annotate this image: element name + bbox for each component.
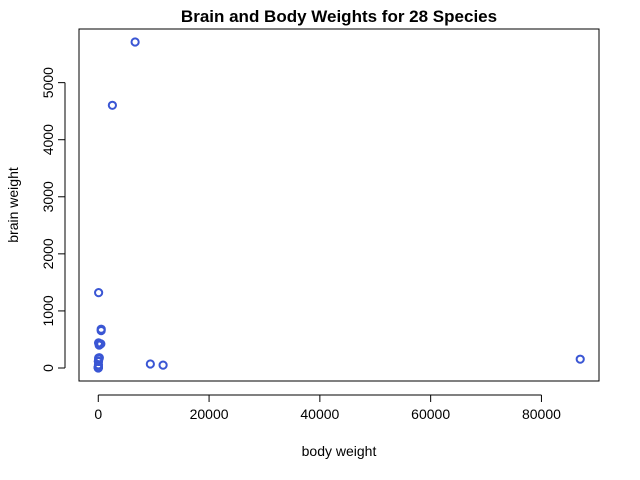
y-tick-label: 3000	[40, 181, 56, 212]
data-point	[93, 362, 103, 372]
x-tick-label: 20000	[190, 406, 229, 422]
plot-frame	[78, 28, 600, 382]
data-point	[94, 288, 104, 298]
data-point	[145, 359, 155, 369]
y-tick-label: 1000	[40, 295, 56, 326]
data-point	[94, 353, 104, 363]
data-point	[130, 37, 140, 47]
x-tick-label: 0	[94, 406, 102, 422]
x-axis: 0 20000 40000 60000 80000	[94, 394, 561, 422]
y-axis-label: brain weight	[5, 167, 21, 243]
y-tick-label: 0	[40, 364, 56, 372]
y-axis: 0 1000 2000 3000 4000 5000	[40, 67, 66, 372]
data-point	[96, 324, 106, 334]
y-tick-label: 5000	[40, 67, 56, 98]
x-tick-label: 60000	[411, 406, 450, 422]
y-tick-label: 4000	[40, 124, 56, 155]
data-point	[158, 360, 168, 370]
x-tick-label: 80000	[522, 406, 561, 422]
data-point	[575, 354, 585, 364]
chart-title: Brain and Body Weights for 28 Species	[181, 7, 497, 26]
data-point	[107, 100, 117, 110]
y-tick-label: 2000	[40, 238, 56, 269]
x-tick-label: 40000	[300, 406, 339, 422]
data-points	[93, 37, 585, 373]
data-point	[94, 340, 104, 350]
x-axis-label: body weight	[302, 443, 377, 459]
